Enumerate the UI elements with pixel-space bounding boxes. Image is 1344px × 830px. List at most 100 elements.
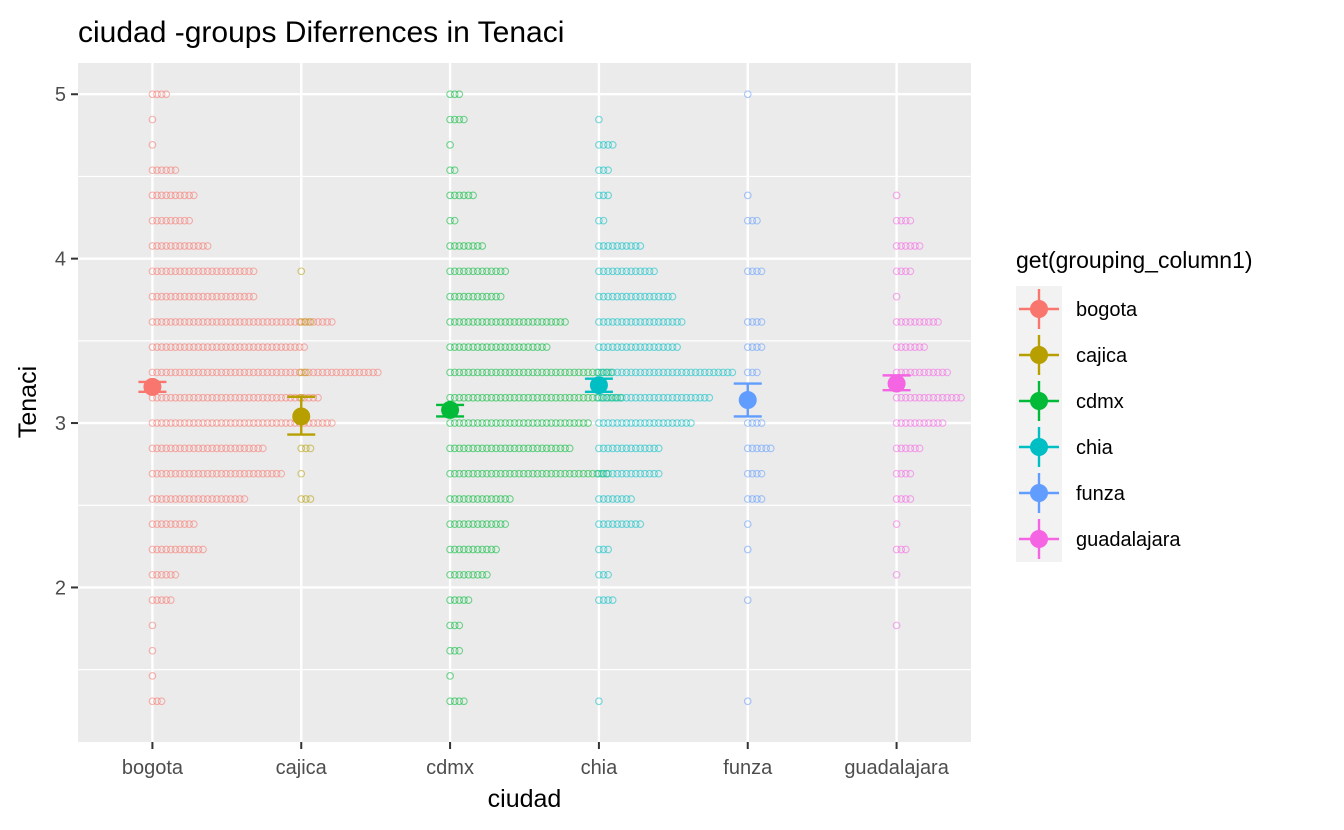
data-point	[180, 368, 189, 377]
data-point	[306, 495, 315, 503]
data-point	[483, 495, 491, 503]
data-point	[272, 393, 281, 402]
data-point	[487, 520, 496, 529]
data-point	[892, 343, 901, 351]
data-point	[171, 444, 180, 453]
data-point	[483, 419, 491, 427]
data-point	[757, 267, 766, 276]
data-point	[604, 393, 612, 402]
data-point	[473, 545, 482, 554]
data-point	[753, 444, 761, 453]
data-point	[281, 368, 290, 377]
data-point	[561, 368, 569, 377]
data-point	[323, 419, 332, 427]
data-point	[258, 343, 267, 351]
data-point	[892, 520, 901, 529]
data-point	[153, 444, 161, 453]
data-point	[723, 368, 732, 377]
data-point	[897, 545, 906, 554]
data-point	[240, 343, 249, 351]
data-point	[556, 419, 565, 427]
data-point	[938, 393, 947, 402]
data-point	[185, 419, 194, 427]
x-tick-label: bogota	[122, 757, 184, 779]
y-tick-label: 4	[55, 249, 66, 271]
data-point	[748, 419, 757, 427]
data-point	[249, 444, 258, 453]
data-point	[659, 368, 668, 377]
data-point	[235, 343, 244, 351]
data-point	[529, 393, 537, 402]
data-point	[627, 343, 635, 351]
data-point	[148, 166, 157, 175]
data-point	[478, 545, 487, 554]
data-point	[166, 596, 175, 604]
data-point	[281, 343, 290, 351]
data-point	[897, 343, 906, 351]
data-point	[469, 343, 477, 351]
data-point	[595, 393, 603, 402]
data-point	[631, 469, 640, 478]
data-point	[743, 596, 752, 604]
data-point	[199, 343, 207, 351]
data-point	[194, 545, 203, 554]
data-point	[906, 495, 915, 503]
data-point	[753, 267, 761, 276]
plot-panel	[78, 63, 971, 742]
data-point	[892, 469, 901, 478]
data-point	[166, 292, 175, 301]
data-point	[332, 368, 341, 377]
data-point	[501, 393, 510, 402]
data-point	[153, 318, 161, 326]
data-point	[487, 419, 496, 427]
data-point	[157, 191, 166, 200]
data-point	[673, 419, 681, 427]
data-point	[162, 90, 171, 99]
legend-key-point	[1030, 300, 1048, 318]
data-point	[478, 469, 487, 478]
data-point	[153, 166, 161, 175]
data-point	[478, 368, 487, 377]
data-point	[450, 343, 459, 351]
data-point	[180, 318, 189, 326]
data-point	[519, 343, 528, 351]
data-point	[595, 419, 603, 427]
data-point	[148, 672, 157, 680]
data-point	[166, 343, 175, 351]
data-point	[337, 368, 345, 377]
data-point	[212, 318, 221, 326]
data-point	[957, 393, 965, 402]
legend-item-funza: funza	[1016, 470, 1126, 516]
data-point	[636, 469, 645, 478]
data-point	[189, 343, 198, 351]
data-point	[622, 343, 631, 351]
data-point	[570, 393, 579, 402]
data-point	[622, 444, 631, 453]
data-point	[906, 216, 915, 225]
data-point	[171, 318, 180, 326]
data-point	[599, 141, 608, 149]
data-point	[604, 545, 612, 554]
data-point	[446, 672, 454, 680]
data-point	[613, 318, 622, 326]
data-point	[469, 242, 477, 250]
data-point	[176, 444, 184, 453]
data-point	[148, 469, 157, 478]
data-point	[254, 393, 263, 402]
data-point	[650, 343, 658, 351]
data-point	[464, 520, 473, 529]
data-point	[677, 368, 686, 377]
data-point	[176, 545, 184, 554]
data-point	[542, 419, 551, 427]
data-point	[180, 419, 189, 427]
data-point	[627, 393, 635, 402]
data-point	[314, 419, 322, 427]
data-point	[654, 318, 663, 326]
data-point	[189, 545, 198, 554]
data-point	[469, 495, 477, 503]
data-point	[664, 393, 672, 402]
data-point	[691, 368, 700, 377]
data-point	[162, 419, 171, 427]
data-point	[650, 444, 658, 453]
data-point	[314, 318, 322, 326]
